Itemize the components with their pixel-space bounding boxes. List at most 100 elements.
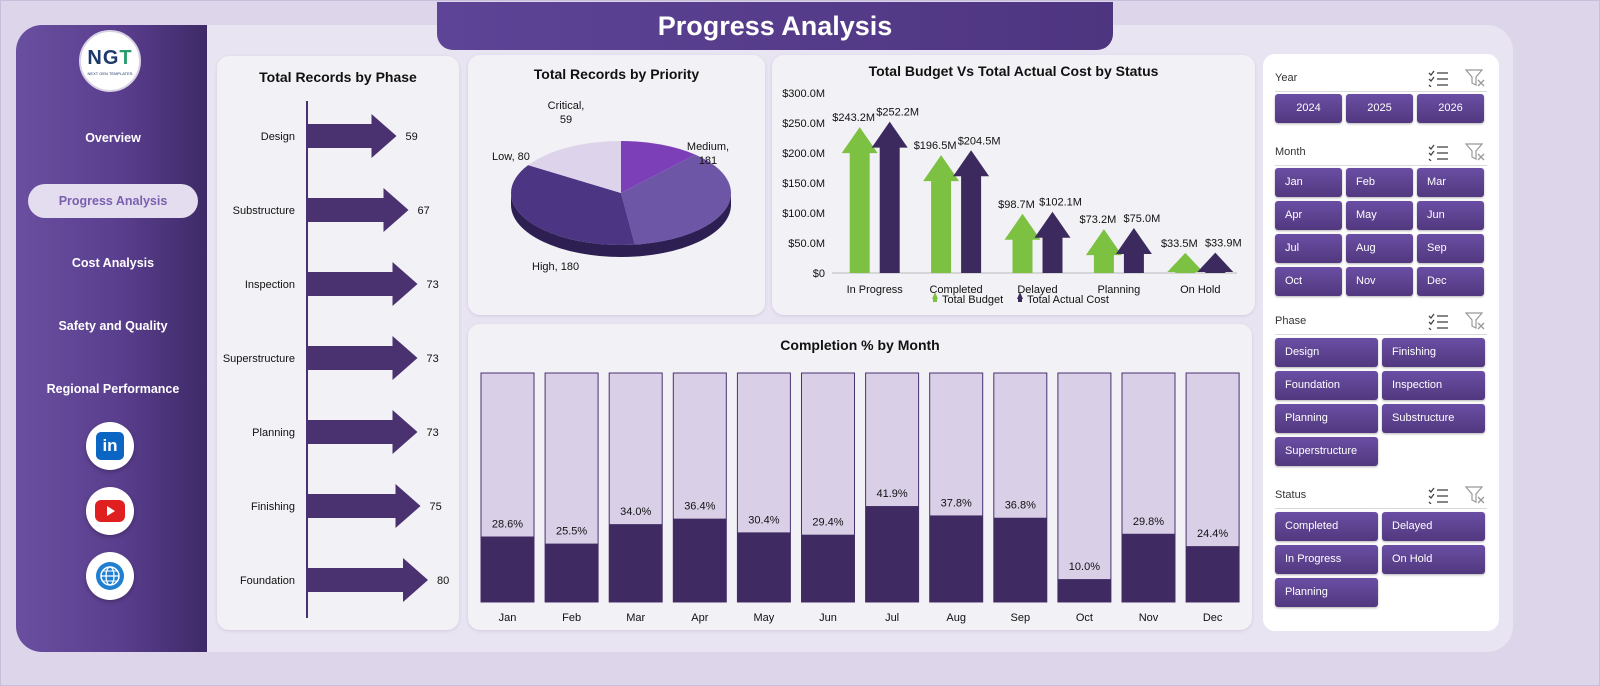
- completion-month-label: Apr: [691, 612, 708, 624]
- page-title: Progress Analysis: [437, 2, 1113, 50]
- month-option[interactable]: Dec: [1417, 267, 1484, 296]
- year-slicer-label: Year: [1275, 72, 1298, 84]
- year-option[interactable]: 2026: [1417, 94, 1484, 123]
- year-option[interactable]: 2025: [1346, 94, 1413, 123]
- multi-select-icon[interactable]: [1427, 143, 1449, 161]
- budget-value-label: $252.2M: [876, 107, 919, 119]
- phase-option[interactable]: Inspection: [1382, 371, 1485, 400]
- multi-select-icon[interactable]: [1427, 312, 1449, 330]
- phase-chart-title: Total Records by Phase: [259, 69, 417, 85]
- priority-value: 181: [699, 155, 717, 167]
- slicer-panel: Year 2024 2025 2026 Month Jan Feb Mar Apr May J…: [1263, 54, 1499, 631]
- completion-bar: [545, 543, 599, 602]
- linkedin-button[interactable]: in: [86, 422, 134, 470]
- month-option[interactable]: May: [1346, 201, 1413, 230]
- legend-budget-icon: [932, 292, 938, 302]
- status-slicer-label: Status: [1275, 489, 1307, 501]
- budget-y-tick: $150.0M: [782, 178, 825, 190]
- completion-month-label: Nov: [1139, 612, 1159, 624]
- month-option[interactable]: Mar: [1417, 168, 1484, 197]
- phase-value-label: 73: [427, 427, 439, 439]
- month-option[interactable]: Oct: [1275, 267, 1342, 296]
- completion-value-label: 36.4%: [684, 501, 715, 513]
- status-option[interactable]: Completed: [1275, 512, 1378, 541]
- month-option[interactable]: Jun: [1417, 201, 1484, 230]
- status-option[interactable]: Delayed: [1382, 512, 1485, 541]
- phase-option[interactable]: Design: [1275, 338, 1378, 367]
- nav-progress-analysis[interactable]: Progress Analysis: [28, 184, 198, 218]
- budget-category-label: In Progress: [847, 284, 904, 296]
- status-option[interactable]: In Progress: [1275, 545, 1378, 574]
- logo-subtitle: NEXT GEN TEMPLATES: [87, 70, 133, 76]
- completion-bar: [1122, 533, 1175, 602]
- phase-value-label: 73: [427, 353, 439, 365]
- phase-category-label: Inspection: [245, 279, 295, 291]
- multi-select-icon[interactable]: [1427, 69, 1449, 87]
- phase-option[interactable]: Finishing: [1382, 338, 1485, 367]
- clear-filter-icon[interactable]: [1465, 143, 1487, 161]
- phase-chart-card: Total Records by Phase Design 59 Substruct…: [217, 56, 459, 630]
- phase-bar: [308, 114, 397, 158]
- completion-value-label: 34.0%: [620, 506, 651, 518]
- clear-filter-icon[interactable]: [1465, 312, 1487, 330]
- youtube-button[interactable]: [86, 487, 134, 535]
- phase-option[interactable]: Substructure: [1382, 404, 1485, 433]
- nav-cost-analysis[interactable]: Cost Analysis: [71, 256, 155, 270]
- completion-month-label: May: [754, 612, 775, 624]
- linkedin-icon: in: [96, 432, 124, 460]
- budget-y-tick: $250.0M: [782, 118, 825, 130]
- status-option[interactable]: Planning: [1275, 578, 1378, 607]
- budget-bar: [871, 121, 908, 274]
- priority-label: Medium,: [687, 141, 729, 153]
- budget-y-tick: $200.0M: [782, 148, 825, 160]
- budget-bar: [1167, 252, 1204, 273]
- clear-filter-icon[interactable]: [1465, 486, 1487, 504]
- phase-option[interactable]: Superstructure: [1275, 437, 1378, 466]
- phase-bar: [308, 558, 428, 602]
- phase-category-label: Superstructure: [223, 353, 295, 365]
- multi-select-icon[interactable]: [1427, 486, 1449, 504]
- budget-value-label: $33.5M: [1161, 238, 1198, 250]
- completion-month-label: Feb: [562, 612, 581, 624]
- clear-filter-icon[interactable]: [1465, 69, 1487, 87]
- completion-bar: [801, 534, 855, 602]
- budget-value-label: $196.5M: [914, 140, 957, 152]
- legend-budget-label: Total Budget: [942, 294, 1003, 306]
- completion-month-label: Jan: [499, 612, 517, 624]
- budget-category-label: Delayed: [1017, 284, 1057, 296]
- month-option[interactable]: Nov: [1346, 267, 1413, 296]
- month-option[interactable]: Apr: [1275, 201, 1342, 230]
- globe-icon: [96, 562, 124, 590]
- phase-option[interactable]: Foundation: [1275, 371, 1378, 400]
- status-option[interactable]: On Hold: [1382, 545, 1485, 574]
- month-option[interactable]: Jul: [1275, 234, 1342, 263]
- completion-bar: [993, 517, 1047, 602]
- website-button[interactable]: [86, 552, 134, 600]
- budget-bar: [1197, 252, 1234, 273]
- completion-month-label: Jun: [819, 612, 837, 624]
- nav-overview[interactable]: Overview: [85, 131, 141, 145]
- month-option[interactable]: Sep: [1417, 234, 1484, 263]
- budget-category-label: On Hold: [1180, 284, 1220, 296]
- nav-regional-performance[interactable]: Regional Performance: [46, 382, 180, 396]
- month-option[interactable]: Aug: [1346, 234, 1413, 263]
- legend-actual-icon: [1017, 292, 1023, 302]
- budget-value-label: $243.2M: [832, 112, 875, 124]
- month-option[interactable]: Feb: [1346, 168, 1413, 197]
- phase-value-label: 59: [406, 131, 418, 143]
- phase-category-label: Design: [261, 131, 295, 143]
- month-option[interactable]: Jan: [1275, 168, 1342, 197]
- priority-pie-side: [511, 193, 731, 257]
- budget-value-label: $33.9M: [1205, 238, 1242, 250]
- completion-chart: 28.6% Jan 25.5% Feb 34.0% Mar 36.4% Apr 30.4% May…: [480, 372, 1240, 624]
- phase-option[interactable]: Planning: [1275, 404, 1378, 433]
- priority-label: Low, 80: [492, 151, 530, 163]
- phase-chart: Design 59 Substructure 67 Inspection 73 Supers…: [223, 101, 449, 618]
- budget-bar: [953, 150, 990, 273]
- completion-month-label: Dec: [1203, 612, 1223, 624]
- year-option[interactable]: 2024: [1275, 94, 1342, 123]
- legend-actual-label: Total Actual Cost: [1027, 294, 1109, 306]
- nav-safety-and-quality[interactable]: Safety and Quality: [58, 319, 168, 333]
- completion-bar: [737, 532, 791, 602]
- priority-slice: [621, 141, 696, 193]
